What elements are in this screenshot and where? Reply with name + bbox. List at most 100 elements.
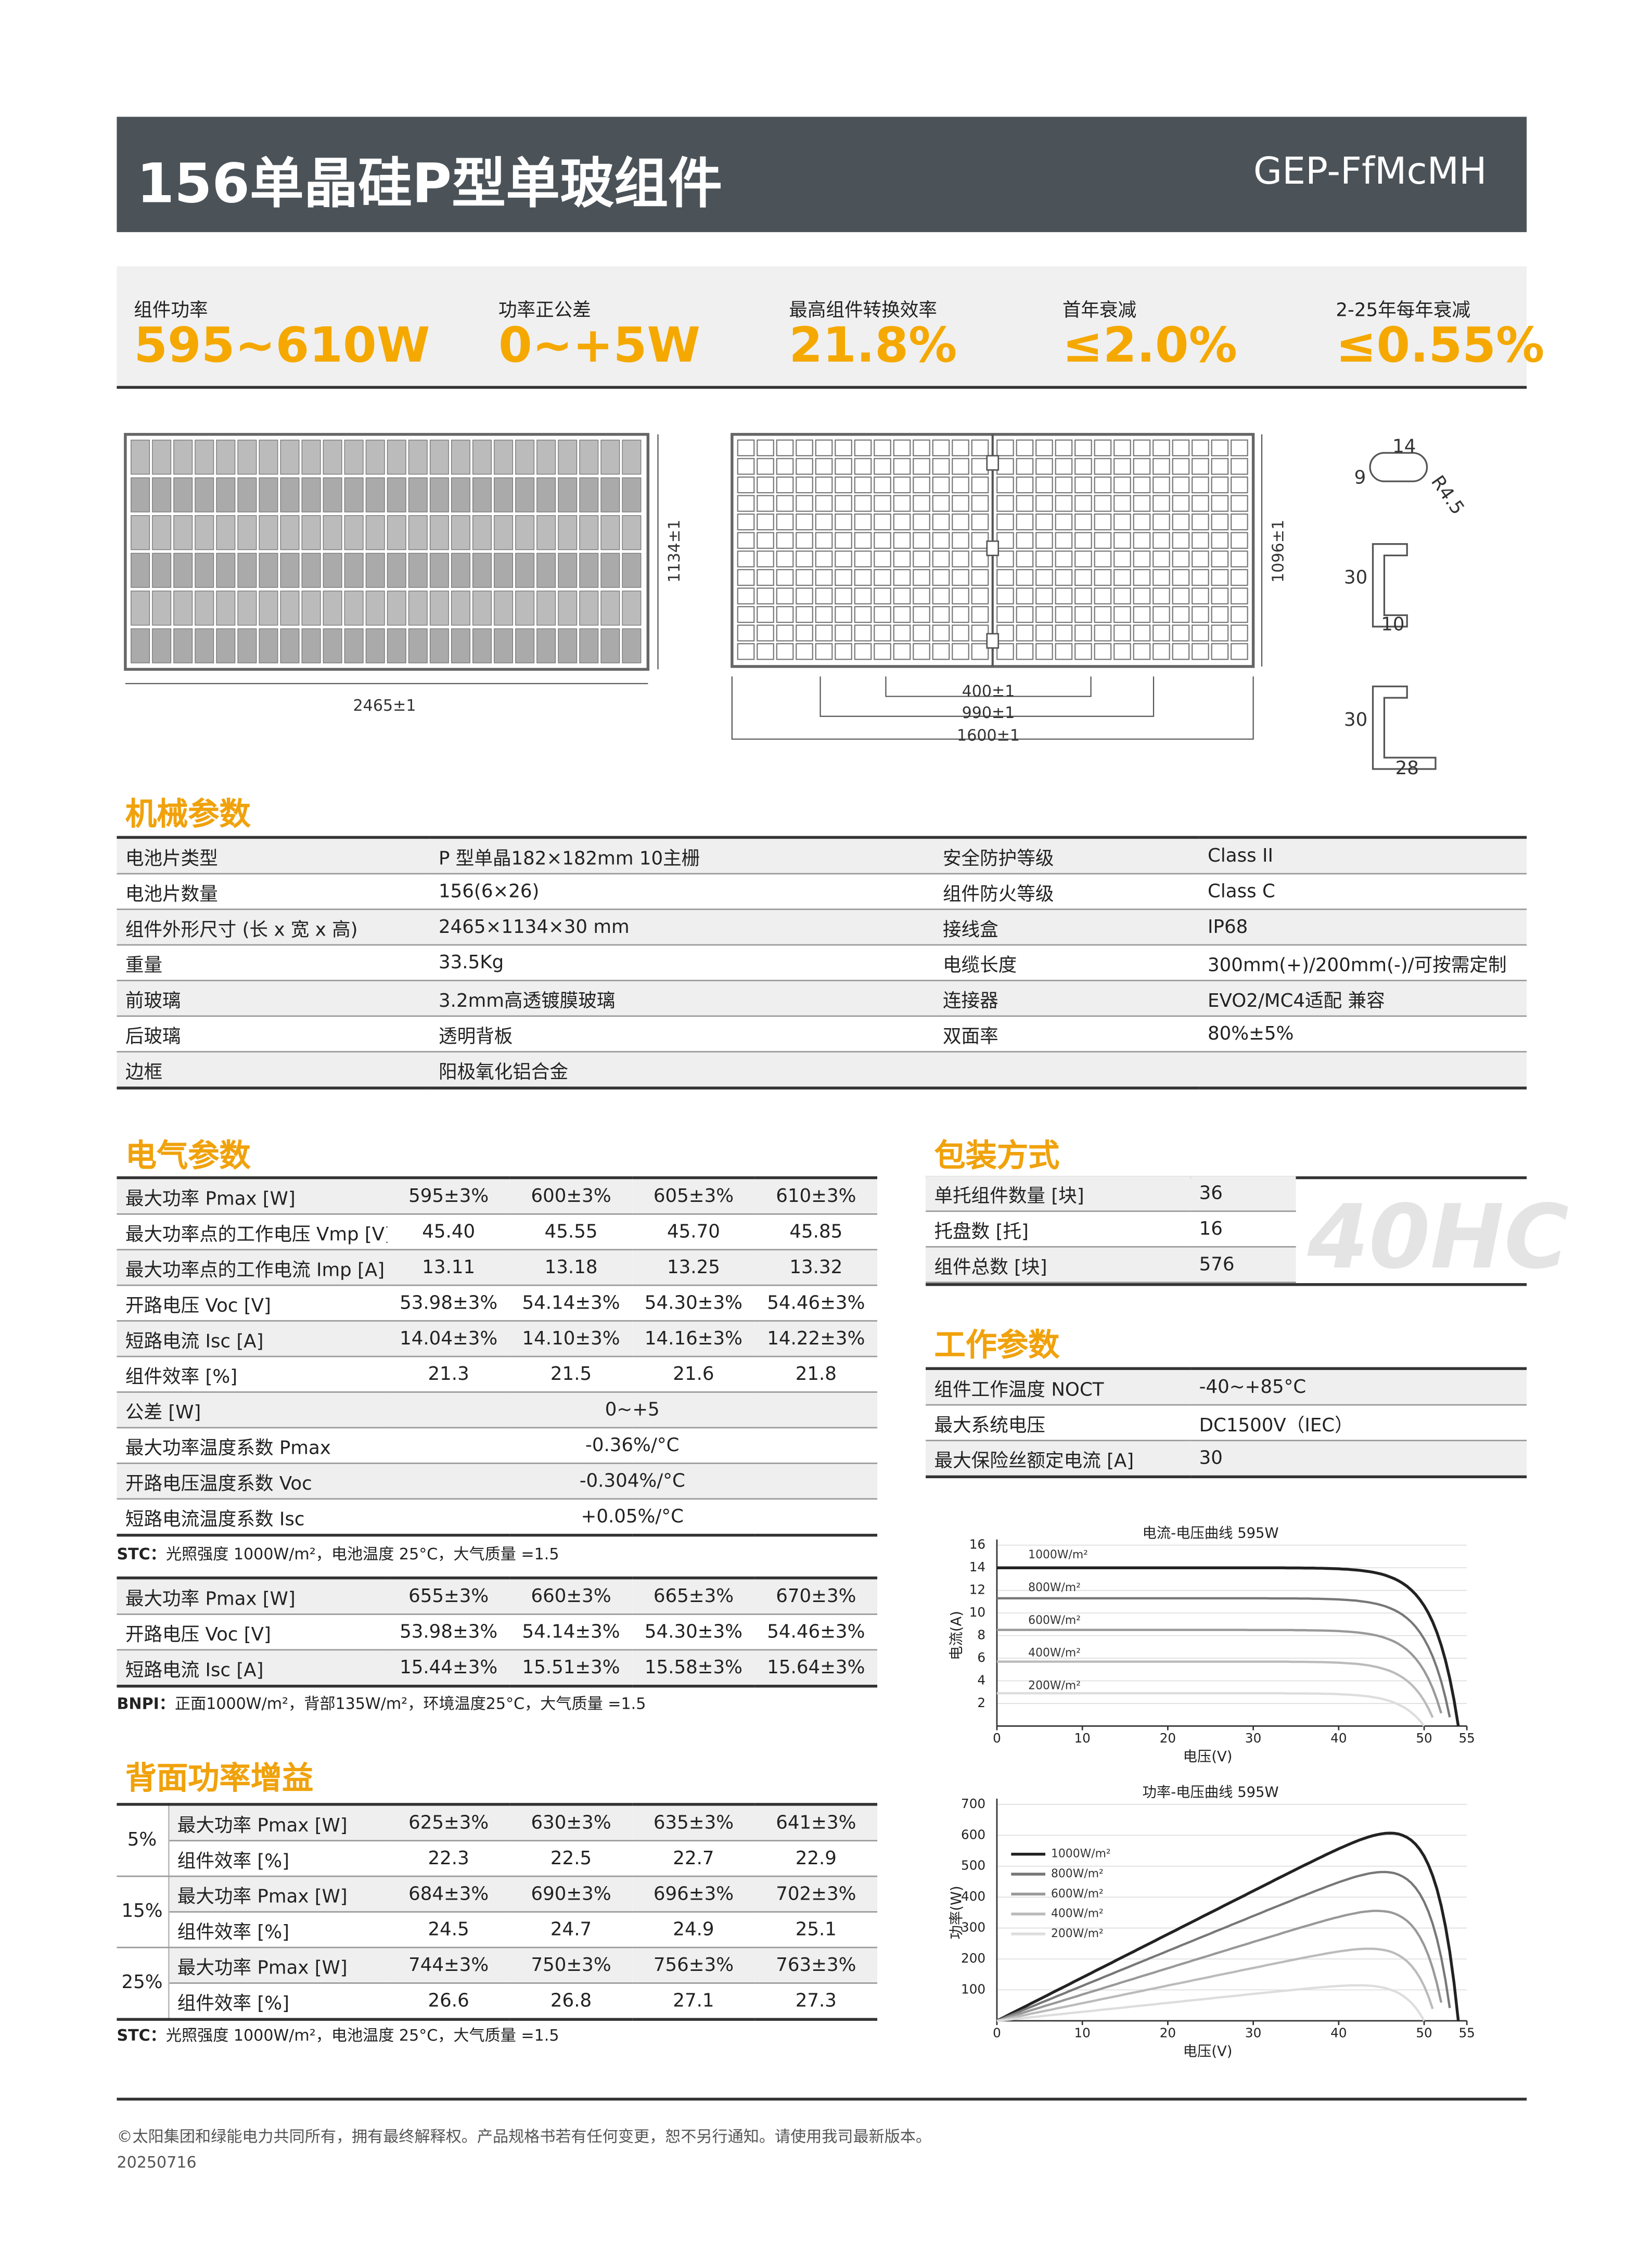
- cell: [932, 439, 950, 456]
- cell: [815, 550, 833, 568]
- cell: [1152, 513, 1170, 531]
- table-cell: 576: [1190, 1247, 1296, 1284]
- cell: [874, 587, 891, 605]
- cell: [796, 476, 813, 494]
- cell: [737, 587, 755, 605]
- cell: [757, 624, 774, 642]
- header-model: GEP-FfMcMH: [1253, 151, 1487, 194]
- cell: [152, 628, 172, 663]
- cell: [387, 440, 406, 475]
- dimension-label: 9: [1354, 467, 1366, 489]
- cell: [796, 458, 813, 475]
- cell: [835, 606, 852, 623]
- cell: [1113, 569, 1131, 586]
- cell: [874, 439, 891, 456]
- cell: [365, 553, 385, 588]
- table-row: 最大功率 Pmax [W] 655±3% 660±3% 665±3% 670±3%: [117, 1578, 878, 1615]
- cell: [1231, 569, 1248, 586]
- highlight-value: 21.8%: [789, 317, 957, 375]
- table-cell: 组件效率 [%]: [117, 1356, 388, 1393]
- cell: [737, 476, 755, 494]
- cell: [971, 550, 989, 568]
- cell: [1074, 532, 1092, 549]
- table-cell: 54.30±3%: [632, 1285, 755, 1322]
- table-cell: 最大保险丝额定电流 [A]: [926, 1440, 1191, 1478]
- cell: [301, 591, 321, 626]
- dimension-label: 400±1: [962, 683, 1015, 701]
- cell: [854, 532, 872, 549]
- cell: [1211, 439, 1229, 456]
- dimension-label: 1600±1: [957, 727, 1020, 745]
- cell: [536, 591, 556, 626]
- chart-title: 电流-电压曲线 595W: [1143, 1525, 1279, 1541]
- cell: [796, 587, 813, 605]
- table-cell: 300mm(+)/200mm(-)/可按需定制: [1199, 945, 1527, 981]
- table-row: 25% 最大功率 Pmax [W] 744±3% 750±3% 756±3% 763±3%: [117, 1947, 878, 2020]
- cell: [854, 606, 872, 623]
- cell: [854, 439, 872, 456]
- cell: [152, 515, 172, 550]
- note-text: 光照强度 1000W/m²，电池温度 25°C，大气质量 =1.5: [165, 2026, 559, 2045]
- cell: [796, 643, 813, 660]
- cell: [1231, 513, 1248, 531]
- cell: [344, 515, 364, 550]
- cell: [600, 628, 620, 663]
- cell: [796, 624, 813, 642]
- cell: [913, 458, 930, 475]
- cell: [280, 477, 300, 513]
- cell: [815, 458, 833, 475]
- cell: [835, 476, 852, 494]
- cell: [835, 532, 852, 549]
- cell: [1113, 624, 1131, 642]
- cell: [237, 515, 257, 550]
- cell: [301, 440, 321, 475]
- cell: [1231, 643, 1248, 660]
- y-tick-label: 700: [961, 1796, 985, 1811]
- table-cell: 684±3%: [387, 1876, 510, 1913]
- cell: [757, 587, 774, 605]
- cell: [1113, 587, 1131, 605]
- cell: [494, 591, 514, 626]
- cell: [1113, 532, 1131, 549]
- x-axis-label: 电压(V): [1183, 2044, 1233, 2060]
- table-cell: 最大功率温度系数 Pmax: [117, 1427, 388, 1464]
- table-cell: 156(6×26): [430, 874, 934, 910]
- cell: [776, 513, 794, 531]
- cell: [1172, 643, 1190, 660]
- table-cell: -0.304%/°C: [387, 1463, 878, 1500]
- cell: [408, 515, 428, 550]
- cell: [815, 495, 833, 512]
- cell: [996, 439, 1014, 456]
- cell: [216, 515, 236, 550]
- cell: [195, 515, 214, 550]
- highlight-value: ≤0.55%: [1336, 317, 1545, 375]
- cell: [451, 515, 470, 550]
- table-cell: 14.16±3%: [632, 1321, 755, 1357]
- table-cell: 组件总数 [块]: [926, 1247, 1191, 1284]
- cell: [1113, 476, 1131, 494]
- cell: [1016, 513, 1034, 531]
- cell: [776, 532, 794, 549]
- curve: [996, 1984, 1425, 2022]
- cell: [835, 513, 852, 531]
- table-cell: 27.3: [754, 1983, 878, 2020]
- cell: [776, 587, 794, 605]
- cell: [737, 439, 755, 456]
- cell: [757, 569, 774, 586]
- cell: [854, 569, 872, 586]
- cell: [996, 569, 1014, 586]
- cell: [1152, 587, 1170, 605]
- cell: [344, 440, 364, 475]
- cell: [874, 643, 891, 660]
- table-row: 电池片数量 156(6×26) 组件防火等级 Class C: [117, 874, 1527, 910]
- cell: [173, 440, 193, 475]
- cell: [195, 477, 214, 513]
- cell: [1035, 495, 1053, 512]
- cell: [280, 553, 300, 588]
- cell: [815, 476, 833, 494]
- table-cell: 763±3%: [754, 1947, 878, 1984]
- table-cell: EVO2/MC4适配 兼容: [1199, 980, 1527, 1017]
- cell: [1231, 587, 1248, 605]
- table-cell: 45.70: [632, 1214, 755, 1251]
- table-row: 最大保险丝额定电流 [A] 30: [926, 1440, 1527, 1478]
